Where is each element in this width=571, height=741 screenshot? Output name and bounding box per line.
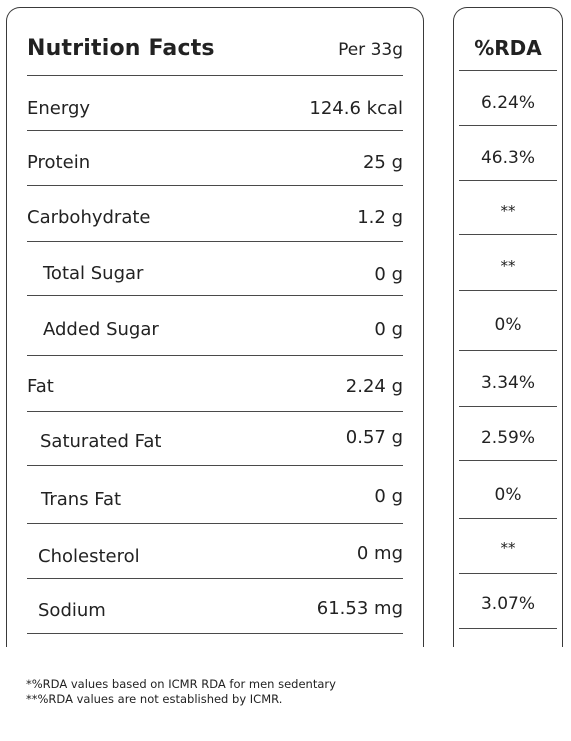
rda-title: %RDA xyxy=(474,36,542,60)
rda-cell-carbohydrate: ** xyxy=(459,181,557,235)
rda-cell-sodium: 3.07% xyxy=(459,574,557,629)
nutrient-label: Fat xyxy=(27,376,54,397)
nutrient-value: 2.24 g xyxy=(345,376,403,397)
rda-value: ** xyxy=(500,257,516,275)
nutrient-row-carbohydrate: Carbohydrate 1.2 g xyxy=(27,186,403,242)
nutrition-facts-title: Nutrition Facts xyxy=(27,36,215,61)
nutrient-value: 0 g xyxy=(374,264,403,285)
nutrient-row-saturated-fat: Saturated Fat 0.57 g xyxy=(27,412,403,466)
footnote-rda-basis: *%RDA values based on ICMR RDA for men s… xyxy=(26,677,336,691)
nutrient-value: 25 g xyxy=(362,152,403,173)
nutrient-label: Total Sugar xyxy=(43,263,144,284)
rda-value: 0% xyxy=(494,315,522,335)
nutrient-label: Added Sugar xyxy=(43,319,159,340)
footnotes: *%RDA values based on ICMR RDA for men s… xyxy=(26,677,336,707)
nutrient-value: 61.53 mg xyxy=(316,598,403,619)
rda-value: 6.24% xyxy=(480,93,535,113)
footnote-rda-not-established: **%RDA values are not established by ICM… xyxy=(26,692,283,706)
rda-value: 2.59% xyxy=(480,428,535,448)
rda-cell-saturated-fat: 2.59% xyxy=(459,407,557,461)
nutrient-row-fat: Fat 2.24 g xyxy=(27,356,403,412)
nutrient-value: 124.6 kcal xyxy=(309,98,403,119)
nutrient-row-sodium: Sodium 61.53 mg xyxy=(27,579,403,634)
nutrient-row-cholesterol: Cholesterol 0 mg xyxy=(27,524,403,579)
nutrition-facts-panel: Nutrition Facts Per 33g Energy 124.6 kca… xyxy=(6,7,424,647)
title-row: Nutrition Facts Per 33g xyxy=(27,8,403,76)
nutrient-label: Protein xyxy=(27,152,91,173)
rda-value: 3.07% xyxy=(480,594,535,614)
nutrient-label: Saturated Fat xyxy=(40,431,162,452)
rda-cell-protein: 46.3% xyxy=(459,126,557,181)
rda-cell-trans-fat: 0% xyxy=(459,461,557,519)
nutrient-label: Energy xyxy=(27,98,91,119)
rda-panel: %RDA 6.24% 46.3% ** ** 0% 3.34% 2.59% 0%… xyxy=(453,7,563,647)
nutrient-row-total-sugar: Total Sugar 0 g xyxy=(27,242,403,296)
nutrient-row-added-sugar: Added Sugar 0 g xyxy=(27,296,403,356)
rda-value: 46.3% xyxy=(480,148,535,168)
rda-cell-total-sugar: ** xyxy=(459,235,557,291)
nutrient-label: Trans Fat xyxy=(41,489,122,510)
nutrient-label: Carbohydrate xyxy=(27,207,151,228)
nutrient-value: 0 g xyxy=(374,486,403,507)
nutrient-value: 0 mg xyxy=(356,543,403,564)
nutrient-value: 0.57 g xyxy=(345,427,403,448)
rda-header: %RDA xyxy=(459,8,557,71)
nutrient-value: 0 g xyxy=(374,319,403,340)
nutrient-value: 1.2 g xyxy=(357,207,403,228)
nutrient-label: Sodium xyxy=(38,600,106,621)
rda-cell-cholesterol: ** xyxy=(459,519,557,574)
nutrient-row-trans-fat: Trans Fat 0 g xyxy=(27,466,403,524)
rda-value: ** xyxy=(500,539,516,557)
nutrient-row-energy: Energy 124.6 kcal xyxy=(27,75,403,131)
serving-size: Per 33g xyxy=(338,40,403,60)
rda-cell-added-sugar: 0% xyxy=(459,291,557,351)
nutrient-label: Cholesterol xyxy=(38,546,140,567)
rda-cell-fat: 3.34% xyxy=(459,351,557,407)
nutrient-row-protein: Protein 25 g xyxy=(27,131,403,186)
rda-value: ** xyxy=(500,202,516,220)
rda-value: 3.34% xyxy=(480,373,535,393)
rda-value: 0% xyxy=(494,485,522,505)
rda-cell-energy: 6.24% xyxy=(459,70,557,126)
